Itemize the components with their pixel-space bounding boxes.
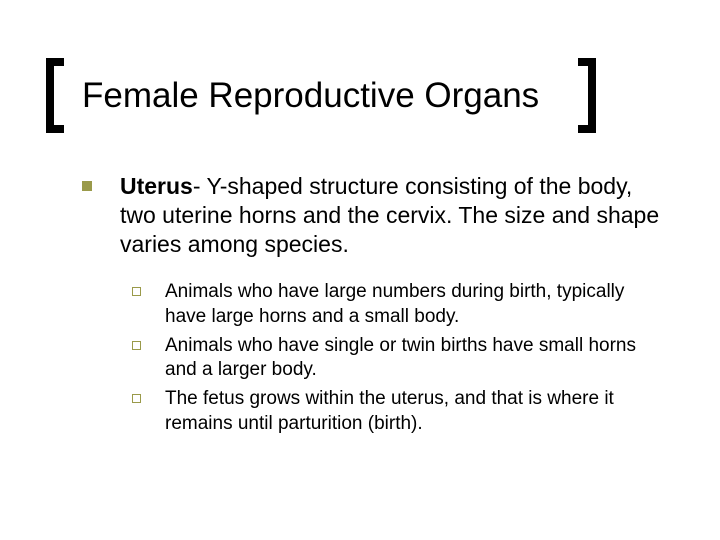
bullet-text: Uterus- Y-shaped structure consisting of…	[120, 172, 660, 258]
bullet-desc: - Y-shaped structure consisting of the b…	[120, 173, 659, 257]
hollow-square-bullet-icon	[132, 287, 141, 296]
slide: Female Reproductive Organs Uterus- Y-sha…	[0, 0, 720, 540]
title-bracket-left	[46, 58, 64, 133]
sub-bullet: The fetus grows within the uterus, and t…	[132, 387, 660, 436]
slide-title: Female Reproductive Organs	[82, 76, 539, 116]
sub-bullet-text: The fetus grows within the uterus, and t…	[165, 387, 660, 436]
bullet-level1: Uterus- Y-shaped structure consisting of…	[82, 172, 660, 258]
hollow-square-bullet-icon	[132, 341, 141, 350]
sub-bullet: Animals who have large numbers during bi…	[132, 280, 660, 329]
slide-body: Uterus- Y-shaped structure consisting of…	[82, 172, 660, 440]
square-bullet-icon	[82, 181, 92, 191]
title-bracket-right	[578, 58, 596, 133]
sub-bullet: Animals who have single or twin births h…	[132, 334, 660, 383]
sub-bullet-list: Animals who have large numbers during bi…	[132, 280, 660, 436]
sub-bullet-text: Animals who have single or twin births h…	[165, 334, 660, 383]
sub-bullet-text: Animals who have large numbers during bi…	[165, 280, 660, 329]
hollow-square-bullet-icon	[132, 394, 141, 403]
bullet-term: Uterus	[120, 173, 193, 199]
